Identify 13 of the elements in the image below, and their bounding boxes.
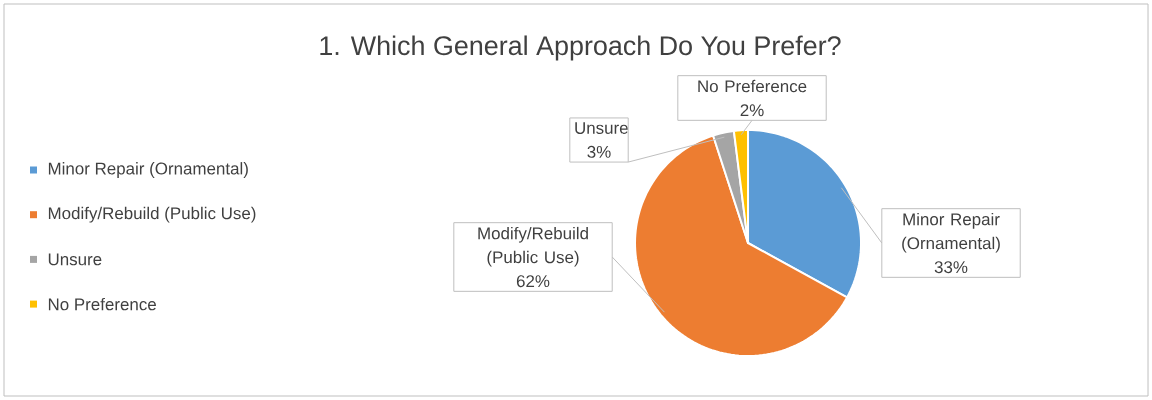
legend-label: Unsure bbox=[48, 253, 102, 266]
data-label: 3% bbox=[587, 145, 611, 158]
data-label: 2% bbox=[740, 104, 764, 117]
data-label: 62% bbox=[516, 275, 550, 288]
legend-label: Minor Repair (Ornamental) bbox=[48, 162, 248, 178]
chart-title: 1. Which General Approach Do You Prefer? bbox=[320, 35, 841, 61]
slice-label: Modify/Rebuild (Public Use) bbox=[478, 226, 588, 267]
slice-label: Minor Repair (Ornamental) bbox=[902, 212, 1000, 253]
legend-label: No Preference bbox=[48, 297, 156, 311]
slice-label: No Preference bbox=[698, 79, 807, 93]
data-label: 33% bbox=[934, 261, 968, 274]
legend-label: Modify/Rebuild (Public Use) bbox=[48, 206, 256, 223]
slice-label: Unsure bbox=[575, 122, 628, 134]
